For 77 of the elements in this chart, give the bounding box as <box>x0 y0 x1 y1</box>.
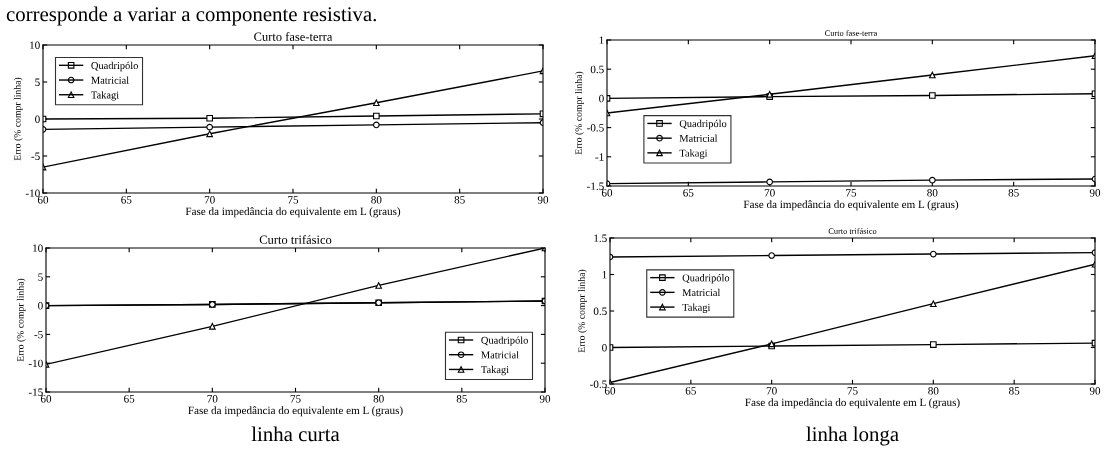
x-tick-label: 85 <box>454 196 465 204</box>
x-tick-label: 85 <box>456 395 467 403</box>
x-axis-title: Fase da impedância do equivalente em L (graus) <box>188 406 403 417</box>
y-tick-label: 0 <box>599 94 604 103</box>
y-axis-title: Erro (% compr linha) <box>16 278 26 362</box>
y-tick-label: -0.5 <box>587 124 604 132</box>
chart-title: Curto fase-terra <box>825 29 878 36</box>
x-tick-label: 60 <box>604 387 616 395</box>
legend-label: Matricial <box>481 351 519 359</box>
x-tick-label: 60 <box>40 395 52 403</box>
y-tick-label: 0 <box>38 302 43 310</box>
legend-label: Takagi <box>91 91 119 101</box>
y-tick-label: -5 <box>31 152 40 160</box>
x-tick-label: 90 <box>1089 189 1101 197</box>
x-tick-label: 80 <box>928 387 939 395</box>
y-tick-label: 1.5 <box>594 234 607 243</box>
legend-label: Takagi <box>679 149 708 159</box>
y-axis-title: Erro (% compr linha) <box>575 71 584 155</box>
x-tick-label: 65 <box>124 395 135 403</box>
y-tick-label: 10 <box>33 244 43 252</box>
y-tick-label: 0 <box>602 343 607 352</box>
y-tick-label: 5 <box>38 273 43 281</box>
legend-label: Quadripólo <box>679 119 727 130</box>
chart-title: Curto trifásico <box>828 227 877 234</box>
x-tick-label: 90 <box>537 196 549 204</box>
y-tick-label: 10 <box>30 41 40 49</box>
y-tick-label: 0 <box>35 115 40 123</box>
x-tick-label: 70 <box>764 189 775 197</box>
x-tick-label: 85 <box>1009 387 1020 395</box>
x-tick-label: 75 <box>290 395 301 403</box>
x-tick-label: 70 <box>207 395 218 403</box>
x-tick-label: 85 <box>1008 189 1019 197</box>
x-tick-label: 75 <box>847 387 858 395</box>
y-axis-title: Erro (% compr linha) <box>578 269 587 353</box>
text: linha curta <box>251 426 340 442</box>
chart-title: Curto fase-terra <box>254 32 333 41</box>
legend-label: Quadripólo <box>481 336 528 346</box>
y-tick-label: -10 <box>25 189 40 197</box>
x-tick-label: 90 <box>539 395 551 403</box>
x-tick-label: 75 <box>846 189 857 197</box>
x-tick-label: 75 <box>288 196 299 204</box>
y-tick-label: 1 <box>602 271 607 279</box>
y-tick-label: 5 <box>35 78 40 86</box>
x-axis-title: Fase da impedância do equivalente em L (graus) <box>185 207 401 218</box>
legend-label: Takagi <box>481 365 509 376</box>
x-tick-label: 70 <box>204 196 215 204</box>
x-axis-title: Fase da impedância do equivalente em L (graus) <box>743 200 959 211</box>
x-tick-label: 65 <box>685 387 696 395</box>
x-tick-label: 65 <box>121 196 132 204</box>
legend-label: Quadripólo <box>682 274 730 284</box>
legend-label: Matricial <box>679 134 718 142</box>
legend-label: Takagi <box>682 303 711 313</box>
y-tick-label: -10 <box>28 359 43 368</box>
x-tick-label: 90 <box>1089 387 1101 395</box>
text: linha longa <box>806 426 899 446</box>
x-tick-label: 60 <box>37 196 49 204</box>
x-tick-label: 80 <box>371 196 382 204</box>
x-tick-label: 80 <box>927 189 938 197</box>
y-axis-title: Erro (% compr linha) <box>13 77 23 161</box>
x-tick-label: 80 <box>373 395 384 403</box>
y-tick-label: 1 <box>599 36 604 44</box>
x-tick-label: 60 <box>601 189 613 197</box>
y-tick-label: 0.5 <box>590 65 604 74</box>
legend-label: Matricial <box>91 76 129 84</box>
text: corresponde a variar a componente resistiva. <box>6 6 376 26</box>
y-tick-label: -1 <box>595 153 604 161</box>
y-tick-label: -15 <box>28 388 43 396</box>
y-tick-label: -0.5 <box>590 380 607 389</box>
y-tick-label: -1.5 <box>587 182 604 191</box>
x-tick-label: 70 <box>766 387 777 395</box>
y-tick-label: 0.5 <box>593 307 607 316</box>
legend-label: Quadripólo <box>91 61 138 72</box>
y-tick-label: -5 <box>34 330 43 339</box>
legend-label: Matricial <box>682 288 721 297</box>
x-axis-title: Fase da impedância do equivalente em L (graus) <box>745 398 960 409</box>
chart-title: Curto trifásico <box>259 235 332 244</box>
x-tick-label: 65 <box>683 189 694 197</box>
